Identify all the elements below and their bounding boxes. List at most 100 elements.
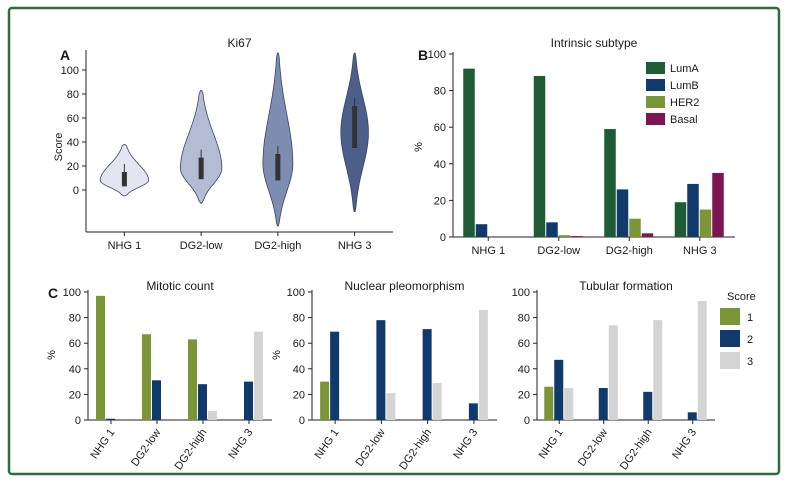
y-tick-label: 20 [434, 195, 446, 207]
legend-swatch-score-3 [720, 352, 740, 369]
x-tick-label: NHG 1 [88, 427, 117, 461]
bar-her2 [629, 218, 641, 237]
bar-3 [608, 325, 618, 420]
y-tick-label: 100 [287, 287, 305, 299]
bar-3 [208, 411, 217, 420]
bar-1 [320, 381, 330, 420]
bar-basal [571, 236, 583, 237]
x-tick-label: DG2-low [537, 245, 580, 257]
y-axis-label: % [413, 142, 425, 152]
y-tick-label: 60 [293, 338, 305, 350]
panel-c-tubular-formation-chart: 0 20 40 60 80 100 Tubular formation NHG 1 DG2-lo… [512, 279, 756, 472]
bar-3 [653, 320, 663, 420]
x-tick-label: DG2-high [397, 427, 434, 472]
y-tick-label: 80 [518, 313, 530, 325]
y-tick-label: 20 [293, 389, 305, 401]
figure-border [7, 6, 781, 476]
bar-2 [554, 359, 564, 420]
y-tick-label: 0 [440, 232, 446, 244]
legend-label-luma: LumA [670, 63, 699, 75]
y-tick-label: 100 [512, 287, 530, 299]
bar-1 [188, 339, 197, 420]
y-tick-label: 60 [434, 122, 446, 134]
panel-a-violin-chart: 0 20 40 60 80 100 Ki67 Score A NHG 1 DG2-low DG2-hi… [53, 36, 393, 252]
y-tick-label: 40 [434, 159, 446, 171]
bar-lumb [687, 183, 699, 237]
chart-title: Intrinsic subtype [551, 36, 638, 50]
bar-2 [106, 418, 115, 420]
y-tick-label: 80 [293, 313, 305, 325]
bar-3 [254, 331, 263, 420]
bar-luma [674, 202, 687, 237]
panel-label-b: B [418, 47, 428, 63]
legend-swatch-her2 [646, 96, 665, 108]
legend-swatch-basal [646, 113, 665, 125]
violin-iqr-box [275, 154, 281, 181]
bar-3 [432, 382, 442, 420]
violin-shape [262, 52, 294, 227]
x-tick-label: NHG 1 [312, 427, 341, 461]
bar-luma [604, 129, 616, 237]
panel-c-nuclear-pleomorphism-chart: 0 20 40 60 80 100 Nuclear pleomorphism% NHG 1 DG… [271, 279, 497, 472]
bar-2 [198, 384, 207, 420]
bar-2 [330, 331, 340, 420]
y-axis-label: % [271, 350, 283, 360]
y-tick-label: 20 [67, 161, 79, 173]
legend-label-score-1: 1 [747, 312, 753, 324]
bar-3 [478, 309, 488, 420]
legend-swatch-lumb [646, 79, 665, 91]
y-tick-label: 60 [518, 338, 530, 350]
y-tick-label: 40 [69, 364, 81, 376]
panel-c-mitotic-count-chart: 0 20 40 60 80 100 Mitotic count% NHG 1 DG2-low DG… [46, 279, 272, 472]
chart-title: Tubular formation [579, 279, 673, 293]
bar-her2 [699, 209, 712, 237]
x-tick-label: NHG 3 [451, 427, 480, 461]
y-tick-label: 60 [67, 113, 79, 125]
legend-swatch-score-1 [720, 308, 740, 325]
legend-swatch-score-2 [720, 330, 740, 347]
x-tick-label: DG2-high [606, 245, 653, 257]
y-tick-label: 40 [293, 364, 305, 376]
legend-label-score-2: 2 [747, 334, 753, 346]
violin-shape [180, 90, 223, 204]
legend-label-score-3: 3 [747, 356, 753, 368]
bar-luma [463, 68, 475, 237]
y-tick-label: 100 [63, 287, 81, 299]
y-tick-label: 80 [69, 313, 81, 325]
bar-lumb [546, 222, 558, 237]
x-tick-label: NHG 1 [537, 427, 566, 461]
bar-2 [422, 329, 432, 420]
legend-swatch-luma [646, 62, 665, 74]
x-tick-label: DG2-low [576, 427, 610, 469]
violin-iqr-box [198, 157, 204, 180]
x-tick-label: NHG 1 [471, 245, 505, 257]
x-tick-label: DG2-high [173, 427, 210, 472]
bar-2 [244, 381, 253, 420]
x-tick-label: DG2-low [353, 427, 387, 469]
bar-1 [96, 295, 105, 420]
y-tick-label: 100 [428, 49, 446, 61]
x-tick-label: NHG 3 [670, 427, 699, 461]
x-tick-label: DG2-low [129, 427, 163, 469]
bar-lumb [616, 189, 629, 237]
y-tick-label: 0 [524, 415, 530, 427]
chart-title: Nuclear pleomorphism [344, 279, 464, 293]
y-tick-label: 0 [75, 415, 81, 427]
x-tick-label: DG2-high [618, 427, 655, 472]
bar-2 [598, 388, 608, 420]
bar-basal [712, 172, 724, 237]
y-tick-label: 80 [434, 86, 446, 98]
bar-2 [643, 391, 653, 420]
x-tick-label: DG2-high [254, 240, 301, 252]
bar-2 [687, 412, 697, 420]
bar-her2 [558, 235, 571, 237]
y-tick-label: 60 [69, 338, 81, 350]
bar-basal [641, 233, 654, 237]
legend-title: Score [727, 291, 756, 303]
panel-label-c: C [48, 285, 58, 301]
bar-3 [386, 393, 396, 420]
violin-iqr-box [121, 172, 127, 187]
bar-3 [564, 388, 574, 420]
y-tick-label: 40 [518, 364, 530, 376]
